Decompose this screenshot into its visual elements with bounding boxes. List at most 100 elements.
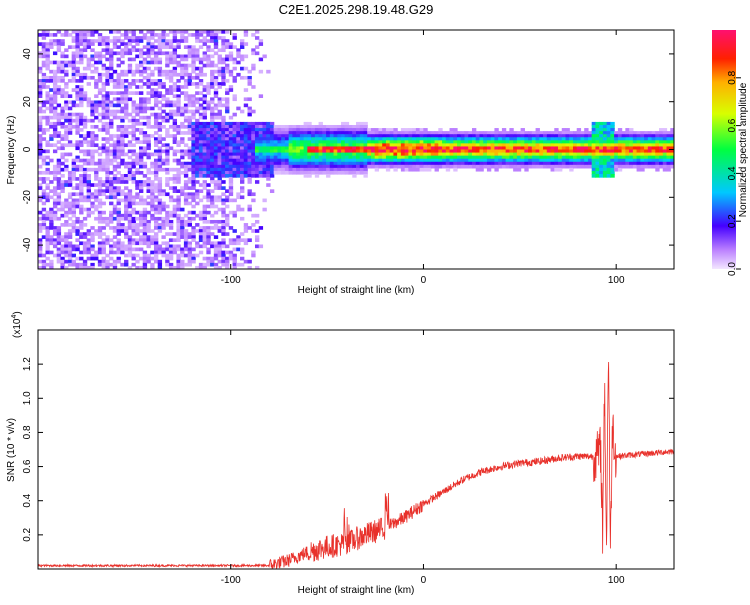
heatmap-cell (109, 152, 114, 157)
heatmap-cell (292, 137, 297, 141)
heatmap-cell (554, 152, 559, 157)
heatmap-cell (176, 238, 181, 243)
heatmap-cell (202, 149, 207, 154)
heatmap-cell (86, 131, 91, 135)
heatmap-cell (176, 174, 181, 178)
heatmap-cell (116, 45, 121, 49)
heatmap-cell (206, 229, 211, 233)
heatmap-cell (374, 158, 380, 163)
heatmap-cell (90, 152, 95, 157)
heatmap-cell (157, 164, 163, 169)
heatmap-cell (86, 63, 91, 68)
heatmap-cell (258, 152, 264, 157)
heatmap-cell (221, 164, 226, 169)
heatmap-cell (516, 167, 522, 172)
y-tick-label: 40 (22, 48, 33, 60)
heatmap-cell (236, 131, 241, 135)
heatmap-cell (79, 94, 84, 99)
heatmap-cell (647, 137, 653, 141)
heatmap-cell (303, 146, 308, 151)
heatmap-cell (299, 134, 305, 138)
heatmap-cell (168, 69, 174, 74)
heatmap-cell (632, 149, 638, 154)
heatmap-cell (393, 143, 398, 148)
heatmap-cell (640, 131, 645, 135)
heatmap-cell (625, 149, 630, 154)
heatmap-cell (210, 170, 215, 175)
heatmap-cell (531, 137, 537, 141)
heatmap-cell (284, 146, 290, 151)
heatmap-cell (157, 207, 163, 212)
heatmap-cell (131, 247, 136, 252)
heatmap-cell (236, 174, 241, 178)
heatmap-cell (139, 48, 144, 53)
heatmap-cell (254, 265, 260, 269)
heatmap-cell (120, 143, 125, 148)
heatmap-cell (486, 161, 492, 166)
heatmap-cell (213, 33, 219, 37)
heatmap-cell (52, 39, 58, 43)
heatmap-cell (370, 143, 376, 148)
heatmap-cell (45, 247, 50, 252)
heatmap-cell (56, 118, 62, 123)
heatmap-cell (176, 85, 181, 89)
heatmap-cell (412, 140, 417, 144)
heatmap-cell (217, 109, 222, 114)
heatmap-cell (191, 235, 196, 239)
heatmap-cell (303, 158, 308, 163)
heatmap-cell (105, 140, 110, 144)
heatmap-cell (202, 180, 207, 184)
heatmap-cell (427, 158, 432, 163)
heatmap-cell (587, 143, 593, 148)
heatmap-cell (165, 131, 170, 135)
heatmap-cell (382, 146, 387, 151)
heatmap-cell (198, 82, 204, 86)
heatmap-cell (591, 158, 597, 163)
heatmap-cell (153, 131, 159, 135)
heatmap-cell (494, 146, 499, 151)
heatmap-cell (632, 134, 638, 138)
heatmap-cell (225, 109, 230, 114)
heatmap-cell (112, 259, 118, 264)
heatmap-cell (621, 134, 626, 138)
heatmap-cell (49, 158, 54, 163)
heatmap-cell (75, 256, 80, 261)
heatmap-cell (112, 45, 118, 49)
heatmap-cell (45, 155, 50, 160)
heatmap-cell (344, 149, 350, 154)
heatmap-cell (82, 198, 88, 203)
heatmap-cell (397, 137, 402, 141)
heatmap-cell (266, 146, 271, 151)
heatmap-cell (636, 152, 641, 157)
heatmap-cell (124, 152, 129, 157)
heatmap-cell (213, 103, 219, 108)
heatmap-cell (632, 140, 638, 144)
heatmap-cell (38, 216, 43, 221)
heatmap-cell (498, 146, 503, 151)
colorbar-tick-label: 0.8 (727, 70, 738, 84)
heatmap-cell (157, 158, 163, 163)
heatmap-cell (135, 210, 140, 215)
heatmap-cell (329, 167, 335, 172)
heatmap-cell (198, 112, 204, 117)
heatmap-cell (157, 45, 163, 49)
heatmap-cell (38, 238, 43, 243)
heatmap-cell (314, 137, 320, 141)
heatmap-cell (90, 75, 95, 80)
heatmap-cell (520, 137, 525, 141)
heatmap-cell (213, 94, 219, 99)
heatmap-cell (206, 91, 211, 95)
heatmap-cell (112, 30, 118, 34)
heatmap-cell (183, 115, 189, 120)
heatmap-cell (187, 103, 192, 108)
heatmap-cell (131, 170, 136, 175)
heatmap-cell (251, 149, 256, 154)
heatmap-cell (165, 42, 170, 46)
heatmap-cell (195, 33, 200, 37)
heatmap-cell (71, 100, 77, 105)
heatmap-cell (109, 244, 114, 249)
heatmap-cell (341, 161, 346, 166)
heatmap-cell (176, 244, 181, 249)
heatmap-cell (666, 137, 671, 141)
heatmap-cell (269, 124, 275, 129)
